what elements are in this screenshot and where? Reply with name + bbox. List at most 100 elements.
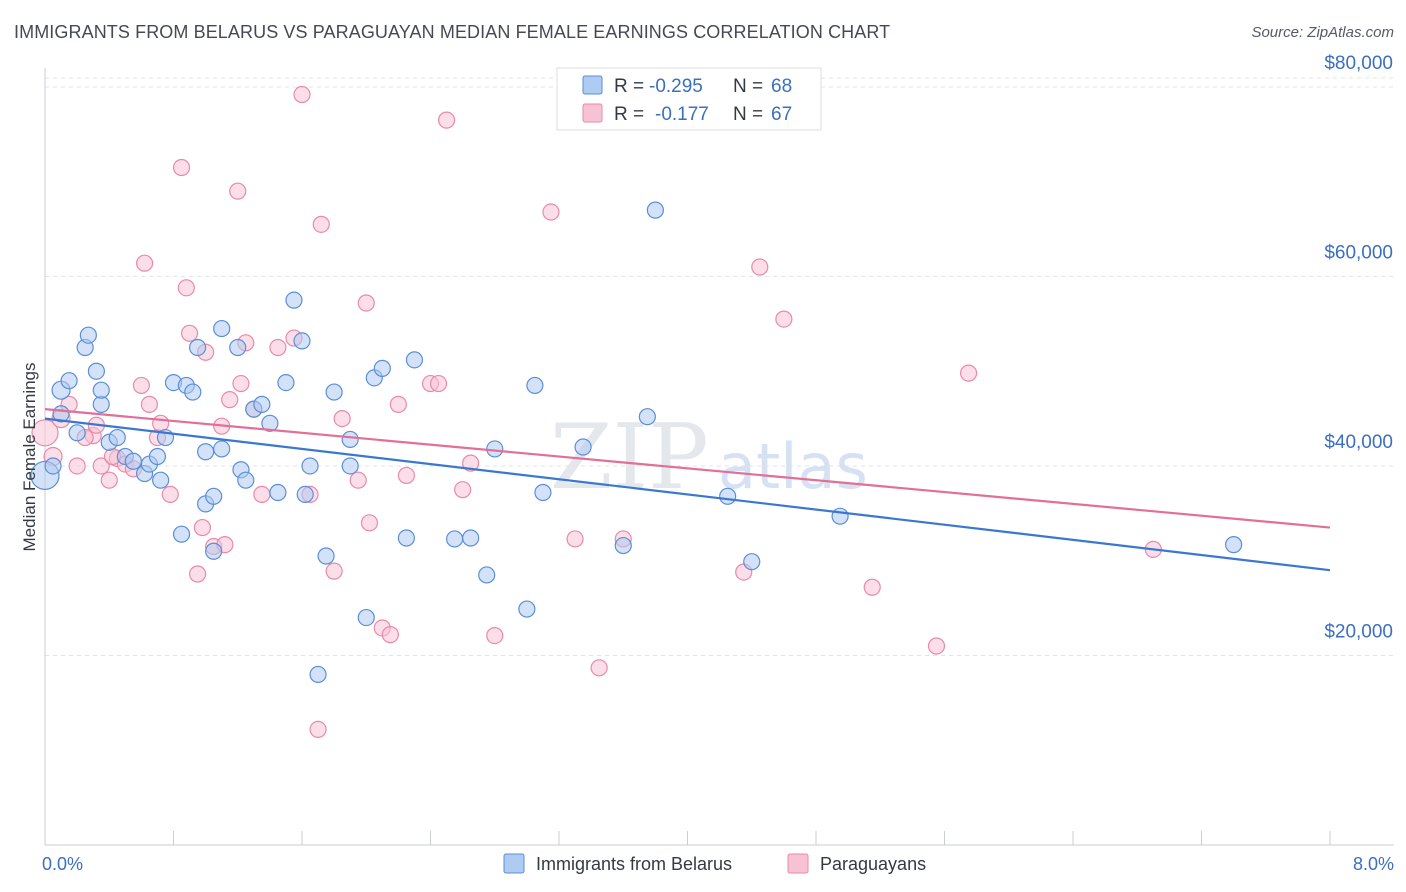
paraguay-point-16 (152, 414, 170, 432)
paraguay-point-20 (180, 324, 199, 342)
series-legend-swatch-paraguay (787, 853, 809, 874)
source-label: Source: ZipAtlas.com (1251, 24, 1394, 41)
legend-n-value-belarus: 68 (771, 76, 792, 97)
belarus-point-49 (397, 529, 416, 547)
paraguay-point-45 (389, 395, 407, 413)
legend-r-label-belarus: R = (614, 76, 644, 97)
paraguay-point-42 (360, 514, 379, 532)
belarus-point-29 (229, 338, 247, 357)
paraguay-point-54 (566, 530, 584, 548)
belarus-point-66 (44, 457, 62, 475)
paraguay-point-27 (221, 391, 239, 409)
x-tick-label-max: 8.0% (1353, 854, 1394, 874)
belarus-point-19 (172, 525, 191, 543)
belarus-point-12 (124, 452, 142, 470)
paraguay-point-61 (927, 637, 946, 655)
paraguay-point-58 (751, 258, 769, 276)
paraguay-point-55 (590, 659, 608, 677)
series-legend-swatch-belarus (503, 853, 525, 874)
paraguay-point-40 (349, 471, 367, 489)
paraguay-point-19 (177, 279, 195, 297)
legend-n-label-paraguay: N = (733, 104, 763, 125)
paraguay-point-62 (959, 364, 978, 382)
belarus-point-28 (213, 319, 231, 338)
paraguay-point-12 (132, 376, 150, 395)
paraguay-point-31 (253, 485, 271, 504)
belarus-point-26 (205, 542, 223, 560)
series-legend-label-paraguay: Paraguayans (820, 854, 926, 874)
paraguay-trend-line (44, 408, 1331, 529)
belarus-point-42 (317, 547, 335, 565)
y-tick-label-3: $80,000 (1324, 53, 1393, 74)
belarus-point-33 (253, 395, 271, 413)
belarus-point-22 (188, 338, 207, 357)
belarus-point-53 (478, 566, 496, 584)
watermark-atlas: atlas (718, 430, 868, 503)
belarus-point-10 (108, 428, 126, 447)
belarus-point-34 (261, 414, 279, 432)
belarus-point-43 (325, 383, 343, 401)
belarus-point-23 (197, 443, 215, 461)
y-tick-label-1: $40,000 (1324, 432, 1393, 453)
paraguay-point-41 (357, 294, 375, 312)
belarus-point-58 (574, 438, 592, 456)
paraguay-point-44 (381, 626, 399, 644)
grid-lines (45, 77, 1394, 656)
paraguay-point-49 (437, 111, 456, 129)
belarus-point-56 (526, 376, 544, 395)
y-tick-labels: $20,000 $40,000 $60,000 $80,000 (1324, 53, 1393, 643)
paraguay-point-0 (31, 419, 59, 447)
trend-lines (44, 408, 1331, 572)
belarus-point-36 (277, 373, 295, 392)
belarus-point-8 (92, 381, 110, 399)
belarus-point-48 (373, 359, 391, 377)
paraguay-point-50 (454, 481, 472, 499)
paraguay-point-4 (68, 457, 86, 475)
belarus-point-27 (213, 440, 231, 458)
belarus-point-61 (646, 201, 664, 219)
paraguay-point-36 (309, 720, 327, 738)
belarus-point-52 (462, 529, 480, 547)
legend-n-label-belarus: N = (733, 76, 763, 97)
belarus-point-45 (341, 430, 359, 449)
correlation-legend: R = -0.295 N = 68 R = -0.177 N = 67 (556, 67, 822, 131)
belarus-point-64 (831, 507, 849, 525)
paraguay-point-52 (486, 626, 504, 645)
belarus-point-5 (79, 326, 97, 344)
belarus-point-67 (68, 424, 86, 442)
y-tick-label-0: $20,000 (1324, 621, 1393, 642)
paraguay-point-22 (193, 518, 212, 537)
paraguay-point-53 (542, 203, 560, 221)
paraguay-point-34 (293, 85, 311, 104)
paraguay-point-46 (397, 466, 416, 485)
paraguay-point-48 (429, 374, 448, 393)
paraguay-point-7 (92, 457, 110, 475)
belarus-point-65 (1225, 536, 1243, 554)
belarus-point-25 (205, 487, 223, 505)
belarus-point-50 (405, 351, 424, 369)
belarus-point-3 (60, 372, 78, 390)
x-tick-label-min: 0.0% (42, 854, 83, 874)
belarus-point-55 (518, 600, 536, 618)
legend-swatch-belarus (582, 75, 603, 95)
belarus-point-40 (301, 457, 319, 475)
belarus-points (30, 201, 1243, 684)
paraguay-point-66 (232, 374, 250, 393)
belarus-point-63 (743, 553, 761, 571)
paraguay-point-38 (325, 562, 343, 580)
paraguay-point-37 (312, 215, 330, 233)
chart-title: IMMIGRANTS FROM BELARUS VS PARAGUAYAN ME… (14, 22, 891, 42)
legend-r-value-paraguay: -0.177 (655, 104, 709, 125)
belarus-point-16 (152, 471, 170, 489)
paraguay-point-32 (269, 338, 287, 357)
paraguay-point-51 (462, 454, 480, 472)
paraguay-point-59 (775, 310, 793, 328)
y-tick-label-2: $60,000 (1324, 242, 1393, 263)
paraguay-point-14 (140, 395, 159, 413)
paraguay-point-21 (188, 565, 207, 583)
belarus-point-51 (445, 530, 464, 548)
series-legend-label-belarus: Immigrants from Belarus (536, 854, 732, 874)
legend-swatch-paraguay (582, 103, 603, 123)
belarus-point-31 (237, 471, 255, 489)
